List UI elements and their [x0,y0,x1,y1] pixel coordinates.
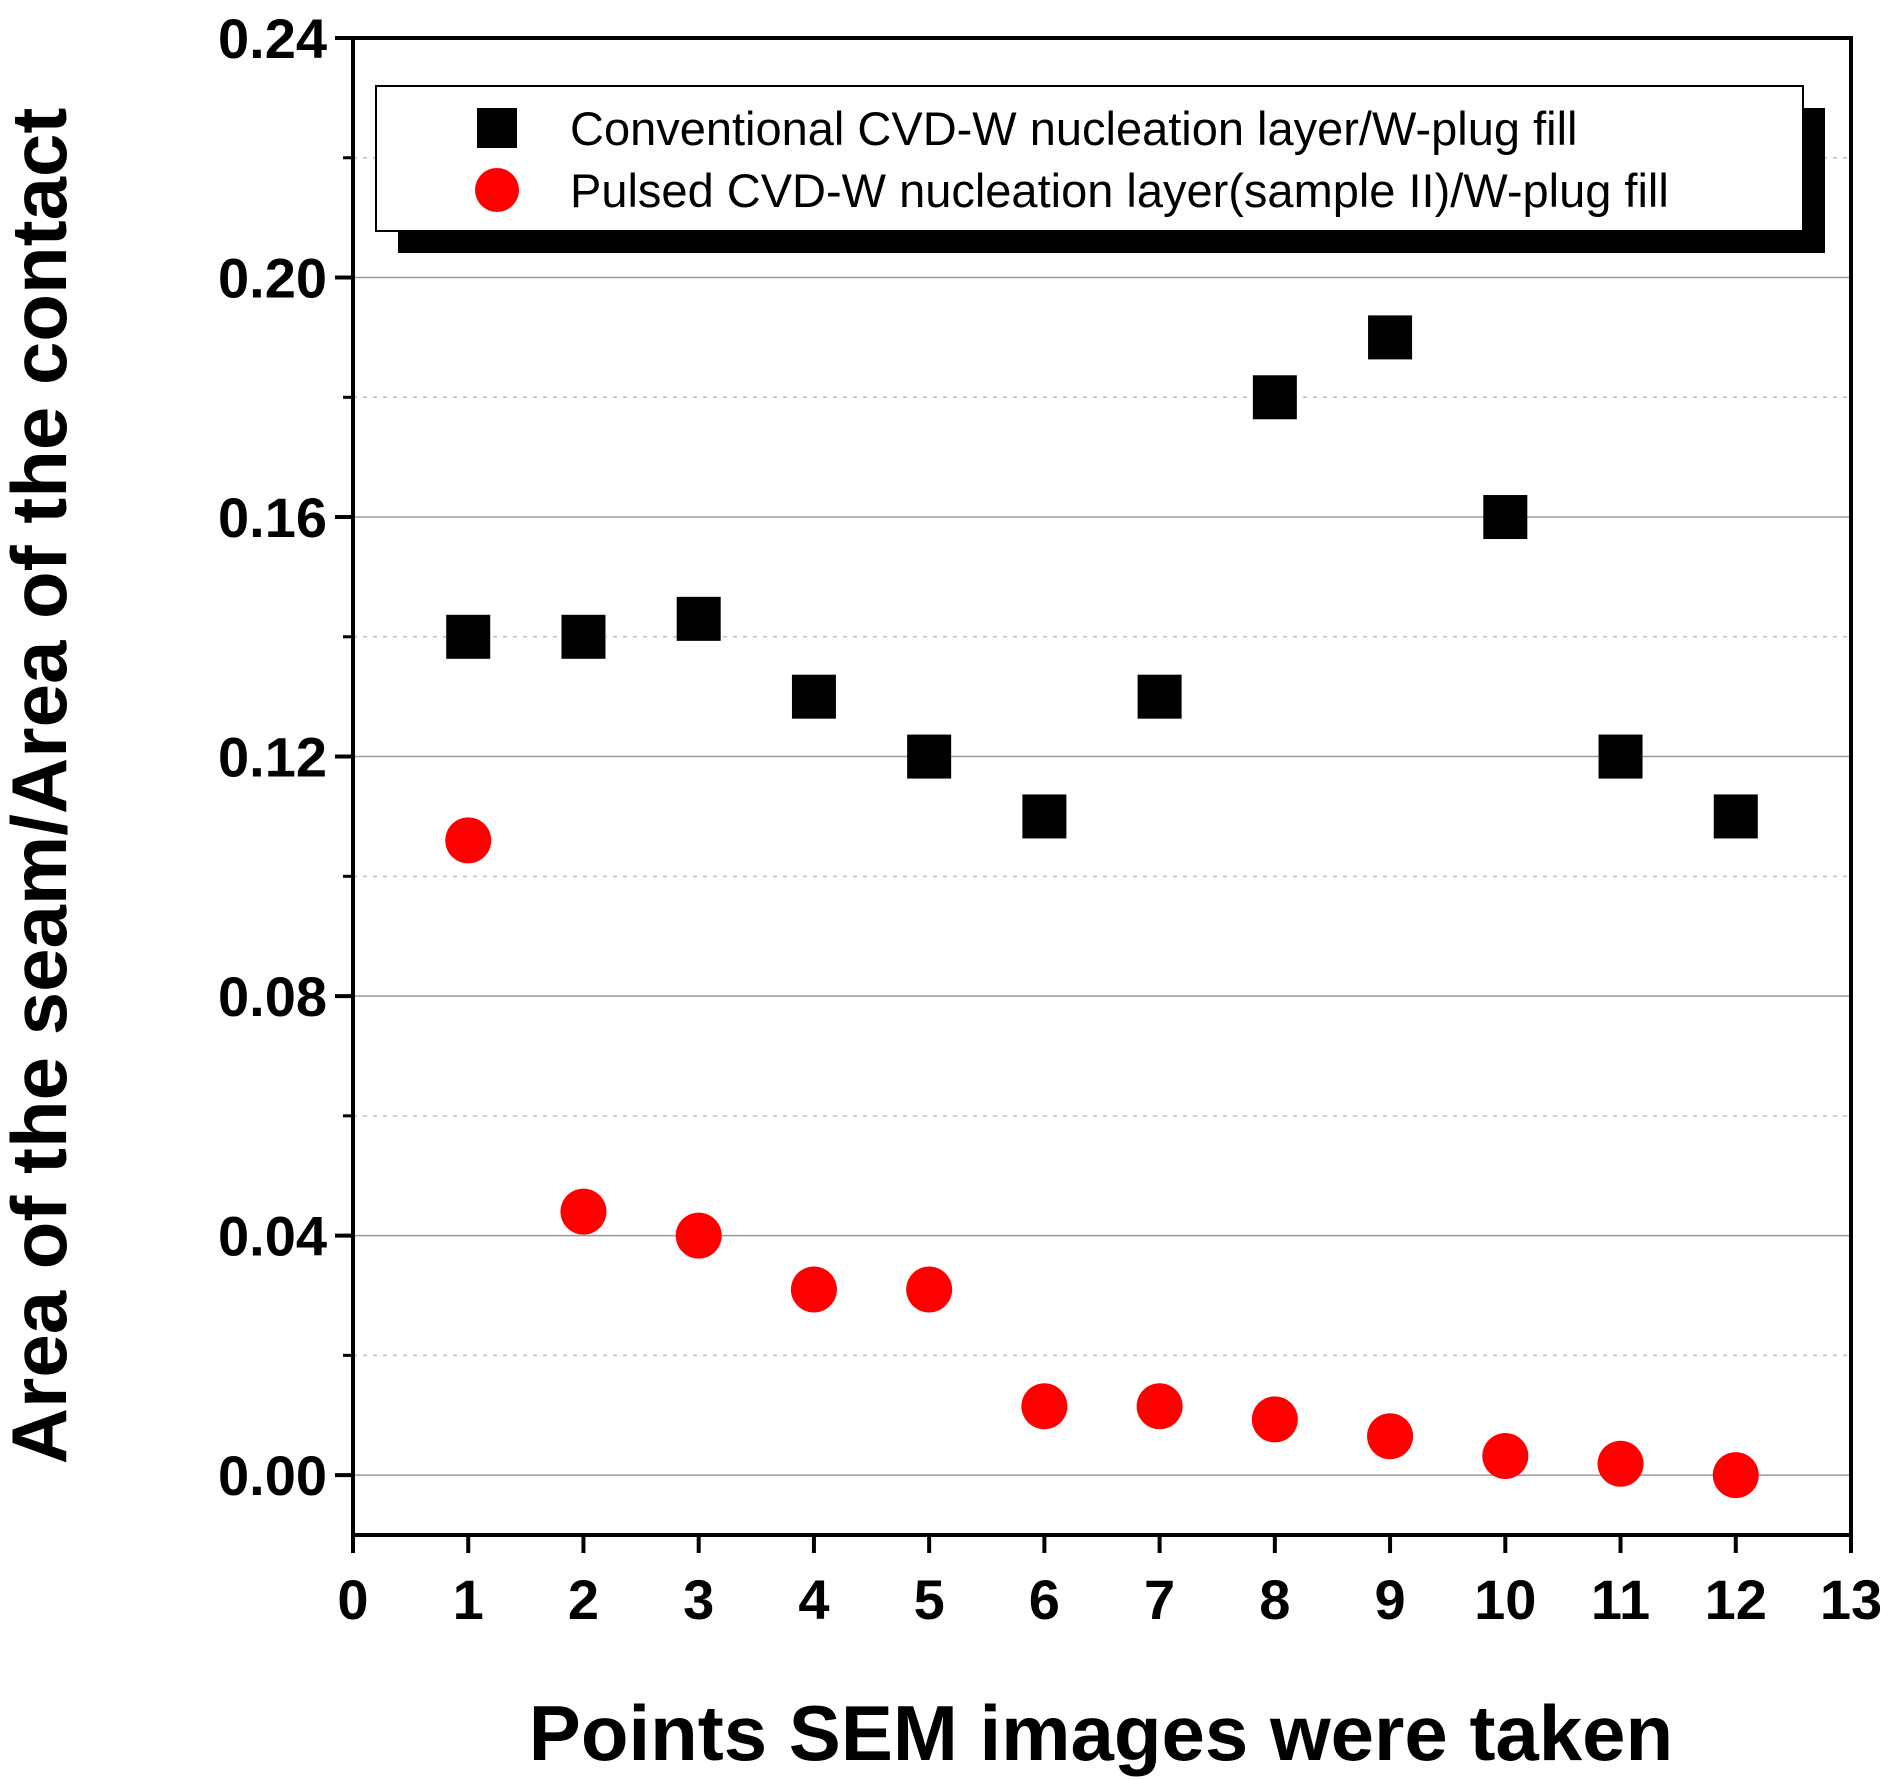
x-tick-label: 5 [914,1568,945,1631]
data-points [445,315,1759,1499]
axis-ticks [335,36,1853,1553]
x-tick-label: 7 [1144,1568,1175,1631]
pulsed-point [1251,1396,1298,1443]
x-tick-label: 8 [1259,1568,1290,1631]
x-tick-label: 12 [1705,1568,1767,1631]
conventional-point [676,596,721,641]
y-tick-label: 0.16 [218,486,327,549]
y-tick-label: 0.20 [218,247,327,310]
conventional-point [446,614,491,659]
legend-marker-circle [475,168,519,212]
pulsed-point [560,1188,607,1235]
x-tick-label: 4 [798,1568,829,1631]
plot-frame [351,36,1853,1537]
x-tick-label: 6 [1029,1568,1060,1631]
x-tick-label: 3 [683,1568,714,1631]
pulsed-point [1482,1432,1529,1479]
y-tick-labels: 0.00 0.04 0.08 0.12 0.16 0.20 0.24 [218,7,327,1507]
conventional-point [1368,315,1413,360]
pulsed-point [1136,1383,1183,1430]
grid-lines [353,157,1851,1476]
x-tick-label: 13 [1820,1568,1882,1631]
pulsed-point [1367,1413,1414,1460]
y-tick-label: 0.08 [218,965,327,1028]
pulsed-point [1597,1440,1644,1487]
conventional-point [1252,375,1297,420]
x-axis-title: Points SEM images were taken [529,1689,1673,1777]
pulsed-point [1712,1452,1759,1499]
conventional-point [1022,794,1067,839]
conventional-point [1713,794,1758,839]
x-tick-label: 11 [1591,1568,1650,1631]
x-tick-label: 0 [337,1568,368,1631]
conventional-point [1137,674,1182,719]
conventional-point [561,614,606,659]
pulsed-point [1021,1383,1068,1430]
y-tick-label: 0.12 [218,726,327,789]
pulsed-point [790,1266,837,1313]
y-axis-title: Area of the seam/Area of the contact [0,108,83,1465]
conventional-point [791,674,836,719]
pulsed-point [906,1266,953,1313]
legend-label-pulsed: Pulsed CVD-W nucleation layer(sample II)… [570,164,1669,217]
conventional-point [907,734,952,779]
x-tick-labels: 0 1 2 3 4 5 6 7 8 9 10 11 12 13 [337,1568,1882,1631]
pulsed-point [445,817,492,864]
y-tick-label: 0.04 [218,1205,327,1268]
x-tick-label: 10 [1474,1568,1536,1631]
x-tick-label: 2 [568,1568,599,1631]
legend-marker-square [477,108,517,148]
legend-box [375,85,1804,232]
x-tick-label: 9 [1374,1568,1405,1631]
legend: Conventional CVD-W nucleation layer/W-pl… [375,85,1825,253]
conventional-point [1598,734,1643,779]
pulsed-point [675,1212,722,1259]
y-tick-label: 0.00 [218,1444,327,1507]
legend-label-conventional: Conventional CVD-W nucleation layer/W-pl… [570,102,1577,155]
y-tick-label: 0.24 [218,7,327,70]
x-tick-label: 1 [453,1568,484,1631]
conventional-point [1483,495,1528,540]
